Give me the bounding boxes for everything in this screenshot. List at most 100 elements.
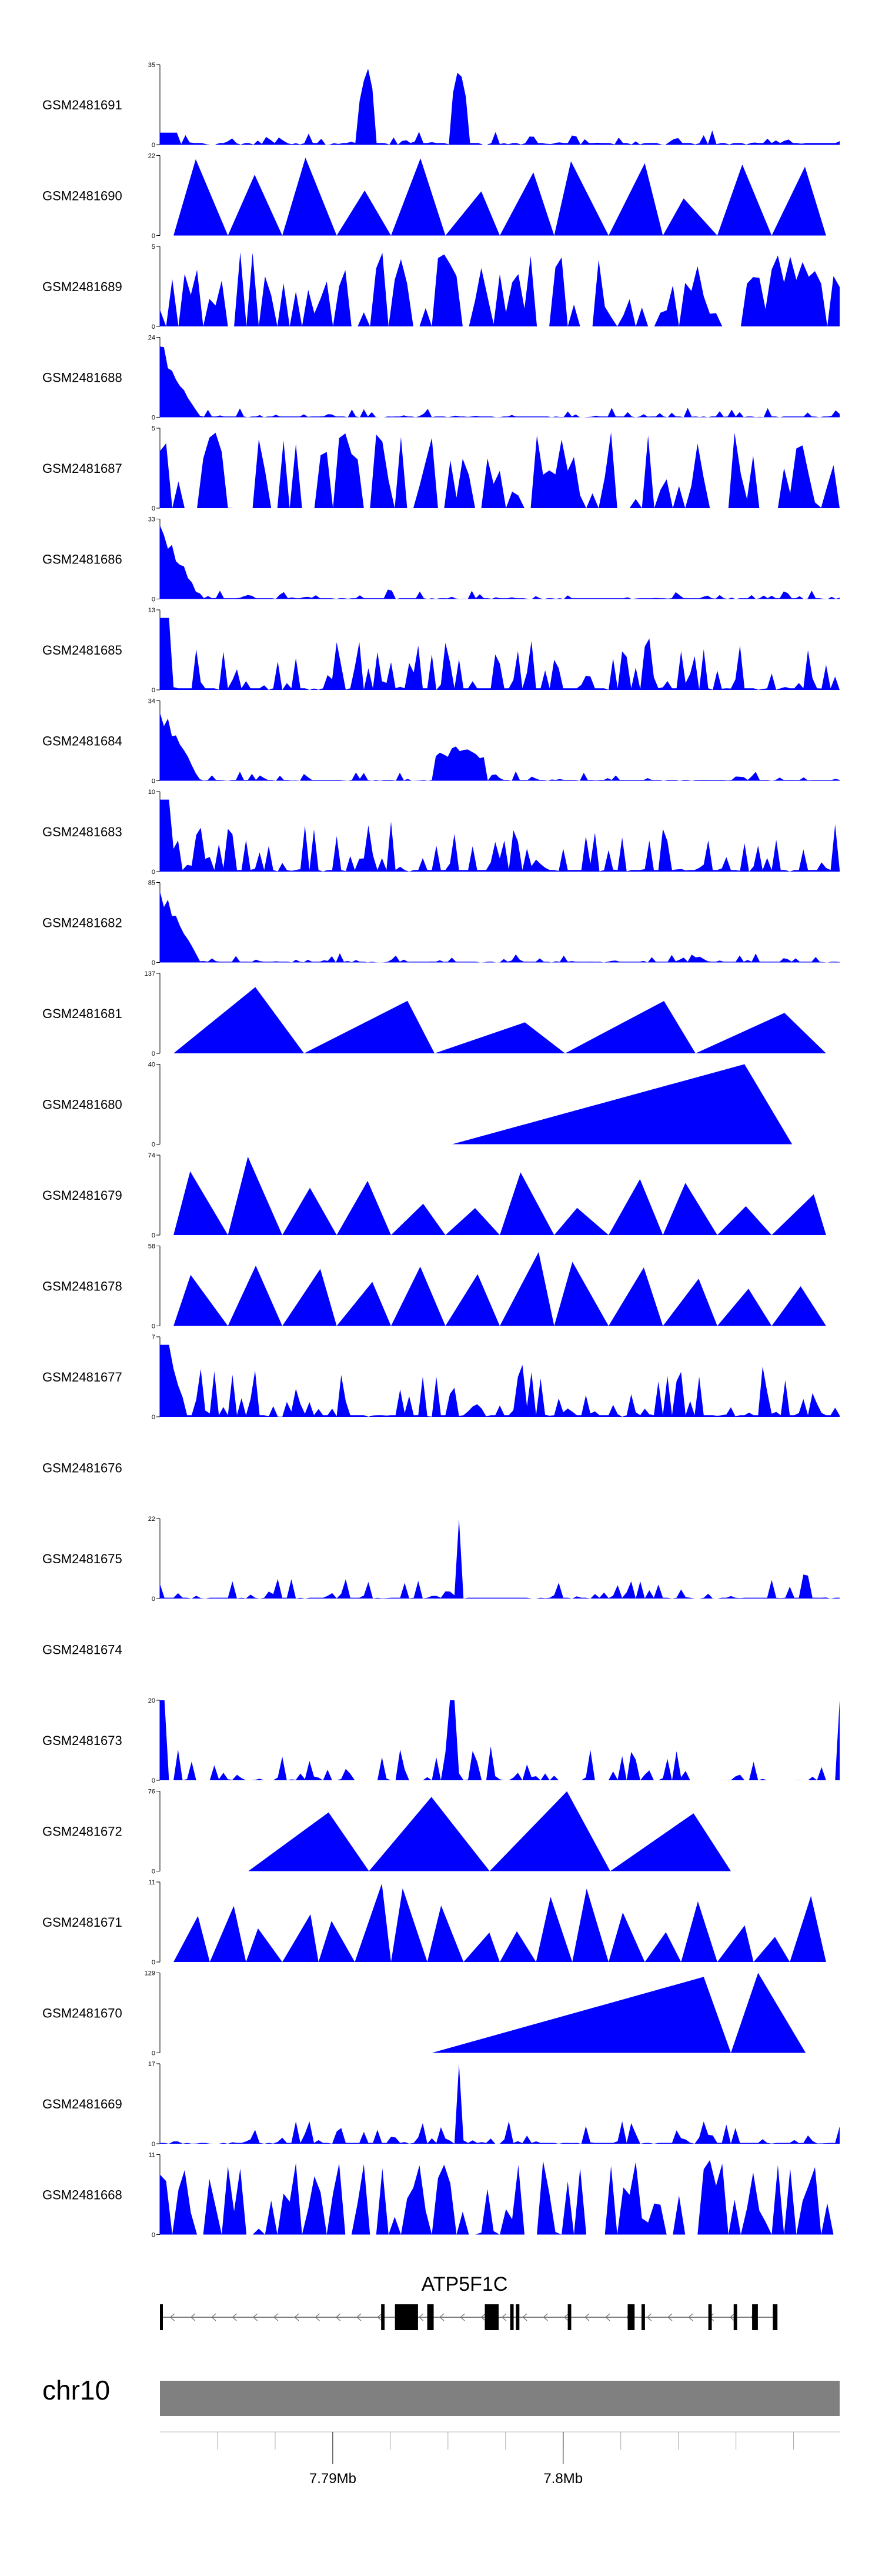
y-min-label: 0 [152, 142, 155, 149]
coverage-area [173, 1883, 826, 1962]
y-min-label: 0 [152, 1414, 155, 1421]
track-label: GSM2481689 [42, 279, 122, 294]
y-max-label: 24 [148, 335, 155, 342]
track-gsm2481676: GSM2481676 [42, 1461, 122, 1476]
y-min-label: 0 [152, 1232, 155, 1239]
y-max-label: 76 [148, 1788, 155, 1796]
strand-chevron [252, 2313, 258, 2321]
genome-axis: 7.79Mb 7.8Mb [160, 2431, 840, 2487]
y-max-label: 137 [145, 970, 155, 977]
track-label: GSM2481688 [42, 371, 122, 385]
exon [427, 2304, 434, 2330]
strand-chevron [169, 2313, 175, 2321]
y-min-label: 0 [152, 1323, 155, 1330]
track-gsm2481689: GSM2481689 5 0 [42, 243, 840, 331]
strand-chevron [480, 2313, 486, 2321]
y-max-label: 5 [152, 243, 155, 251]
y-min-label: 0 [152, 323, 155, 331]
track-label: GSM2481690 [42, 189, 122, 203]
track-label: GSM2481668 [42, 2188, 122, 2203]
y-min-label: 0 [152, 687, 155, 694]
y-max-label: 58 [148, 1243, 155, 1250]
track-gsm2481688: GSM2481688 24 0 [42, 335, 840, 422]
track-gsm2481687: GSM2481687 5 0 [42, 425, 840, 512]
strand-chevron [211, 2313, 216, 2321]
y-max-label: 40 [148, 1062, 155, 1069]
x-axis-tick-label: 7.8Mb [543, 2471, 583, 2487]
track-gsm2481668: GSM2481668 11 0 [42, 2152, 840, 2239]
track-label: GSM2481674 [42, 1643, 122, 1657]
coverage-area [173, 987, 826, 1053]
track-label: GSM2481675 [42, 1551, 122, 1566]
y-min-label: 0 [152, 2232, 155, 2239]
x-axis-tick-label: 7.79Mb [309, 2471, 356, 2487]
strand-chevron [315, 2313, 320, 2321]
y-min-label: 0 [152, 778, 155, 785]
gene-name: ATP5F1C [422, 2273, 508, 2295]
exon [773, 2304, 778, 2330]
track-gsm2481691: GSM2481691 35 0 [42, 62, 840, 149]
y-min-label: 0 [152, 505, 155, 512]
coverage-area [160, 68, 840, 145]
coverage-area [173, 1156, 826, 1235]
strand-chevron [605, 2313, 610, 2321]
exon [627, 2304, 635, 2330]
strand-chevron [335, 2313, 341, 2321]
coverage-tracks: GSM2481691350GSM2481690220GSM248168950GS… [42, 62, 840, 2239]
y-max-label: 74 [148, 1152, 155, 1159]
y-max-label: 20 [148, 1697, 155, 1704]
track-gsm2481670: GSM2481670 129 0 [42, 1970, 806, 2057]
y-min-label: 0 [152, 960, 155, 967]
exon [160, 2304, 163, 2330]
track-gsm2481672: GSM2481672 76 0 [42, 1788, 731, 1876]
gene-model-track: ATP5F1C [160, 2273, 778, 2330]
exon [510, 2304, 514, 2330]
track-label: GSM2481679 [42, 1188, 122, 1203]
y-min-label: 0 [152, 1596, 155, 1603]
y-max-label: 11 [149, 2152, 155, 2159]
track-label: GSM2481670 [42, 2006, 122, 2021]
coverage-area [160, 2160, 840, 2235]
track-label: GSM2481673 [42, 1733, 122, 1748]
track-gsm2481677: GSM2481677 7 0 [42, 1334, 840, 1421]
y-min-label: 0 [152, 596, 155, 603]
coverage-area [160, 2064, 840, 2144]
track-gsm2481681: GSM2481681 137 0 [42, 970, 826, 1057]
track-gsm2481682: GSM2481682 85 0 [42, 880, 840, 967]
y-min-label: 0 [152, 1777, 155, 1784]
y-min-label: 0 [152, 1050, 155, 1057]
exon [395, 2304, 418, 2330]
y-min-label: 0 [152, 415, 155, 422]
track-label: GSM2481687 [42, 461, 122, 476]
y-max-label: 129 [145, 1970, 155, 1977]
strand-chevron [232, 2313, 237, 2321]
exon [752, 2304, 758, 2330]
coverage-area [432, 1973, 806, 2053]
y-min-label: 0 [152, 1142, 155, 1149]
strand-chevron [356, 2313, 362, 2321]
track-gsm2481684: GSM2481684 34 0 [42, 698, 840, 785]
coverage-area [160, 346, 840, 418]
y-max-label: 22 [148, 153, 155, 160]
track-gsm2481675: GSM2481675 22 0 [42, 1516, 840, 1603]
coverage-area [160, 712, 840, 781]
exon [708, 2304, 712, 2330]
strand-chevron [377, 2313, 382, 2321]
strand-chevron [439, 2313, 445, 2321]
track-label: GSM2481683 [42, 825, 122, 839]
coverage-area [160, 799, 840, 872]
track-label: GSM2481672 [42, 1824, 122, 1839]
track-gsm2481673: GSM2481673 20 0 [42, 1697, 840, 1784]
track-gsm2481671: GSM2481671 11 0 [42, 1879, 826, 1966]
strand-chevron [294, 2313, 299, 2321]
track-gsm2481690: GSM2481690 22 0 [42, 153, 826, 240]
track-gsm2481683: GSM2481683 10 0 [42, 789, 840, 876]
coverage-area [173, 1252, 826, 1326]
exon [381, 2304, 385, 2330]
strand-chevron [522, 2313, 527, 2321]
track-gsm2481680: GSM2481680 40 0 [42, 1062, 793, 1149]
track-gsm2481686: GSM2481686 33 0 [42, 516, 840, 603]
strand-chevron [501, 2313, 507, 2321]
y-max-label: 11 [149, 1879, 155, 1886]
